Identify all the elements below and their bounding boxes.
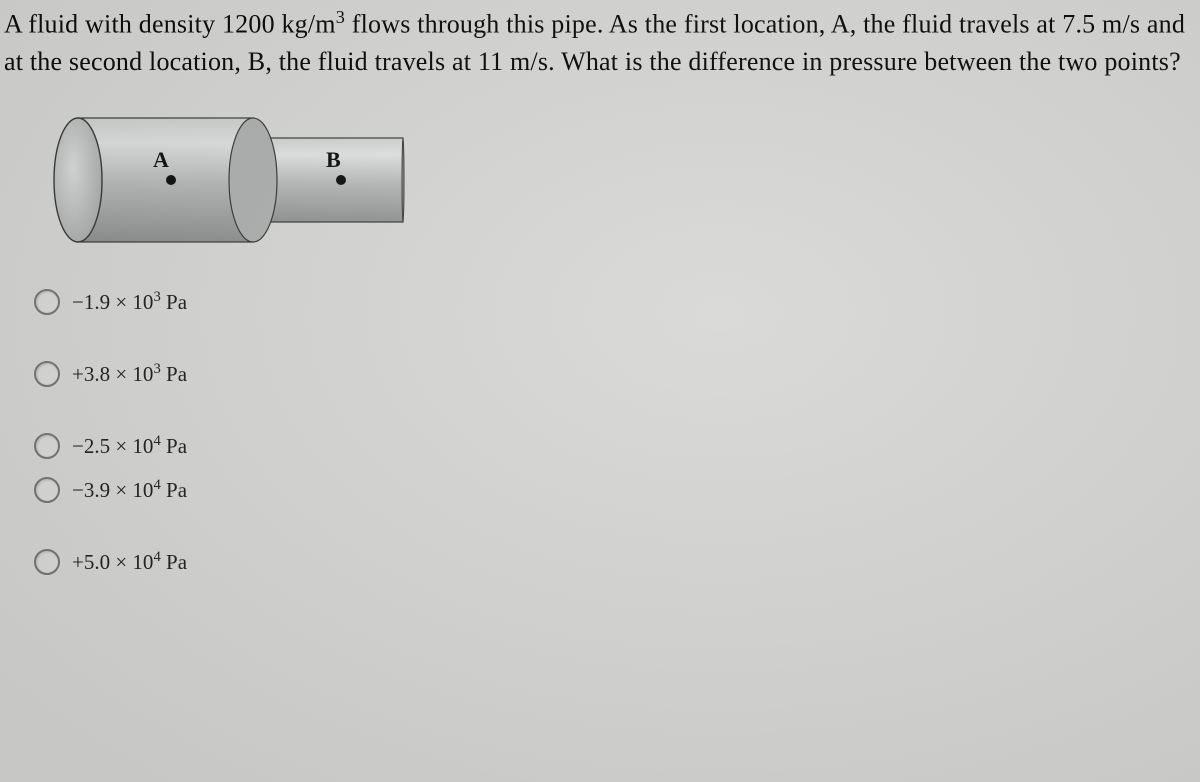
option-0[interactable]: −1.9 × 103 Pa	[34, 289, 1194, 315]
label-a: A	[153, 147, 169, 173]
radio-icon[interactable]	[34, 549, 60, 575]
option-4[interactable]: +5.0 × 104 Pa	[34, 549, 1194, 575]
pipe-svg	[38, 105, 408, 255]
radio-icon[interactable]	[34, 477, 60, 503]
option-label: −3.9 × 104 Pa	[72, 477, 187, 503]
radio-icon[interactable]	[34, 361, 60, 387]
options-list: −1.9 × 103 Pa +3.8 × 103 Pa −2.5 × 104 Pa −…	[34, 289, 1194, 575]
option-3[interactable]: −3.9 × 104 Pa	[34, 477, 1194, 503]
option-label: +5.0 × 104 Pa	[72, 549, 187, 575]
option-label: −1.9 × 103 Pa	[72, 289, 187, 315]
option-1[interactable]: +3.8 × 103 Pa	[34, 361, 1194, 387]
option-label: +3.8 × 103 Pa	[72, 361, 187, 387]
radio-icon[interactable]	[34, 289, 60, 315]
dot-b	[336, 175, 346, 185]
option-2[interactable]: −2.5 × 104 Pa	[34, 433, 1194, 459]
radio-icon[interactable]	[34, 433, 60, 459]
label-b: B	[326, 147, 341, 173]
option-label: −2.5 × 104 Pa	[72, 433, 187, 459]
pipe-figure: A B	[38, 105, 408, 255]
question-text: A fluid with density 1200 kg/m3 flows th…	[4, 4, 1194, 81]
dot-a	[166, 175, 176, 185]
